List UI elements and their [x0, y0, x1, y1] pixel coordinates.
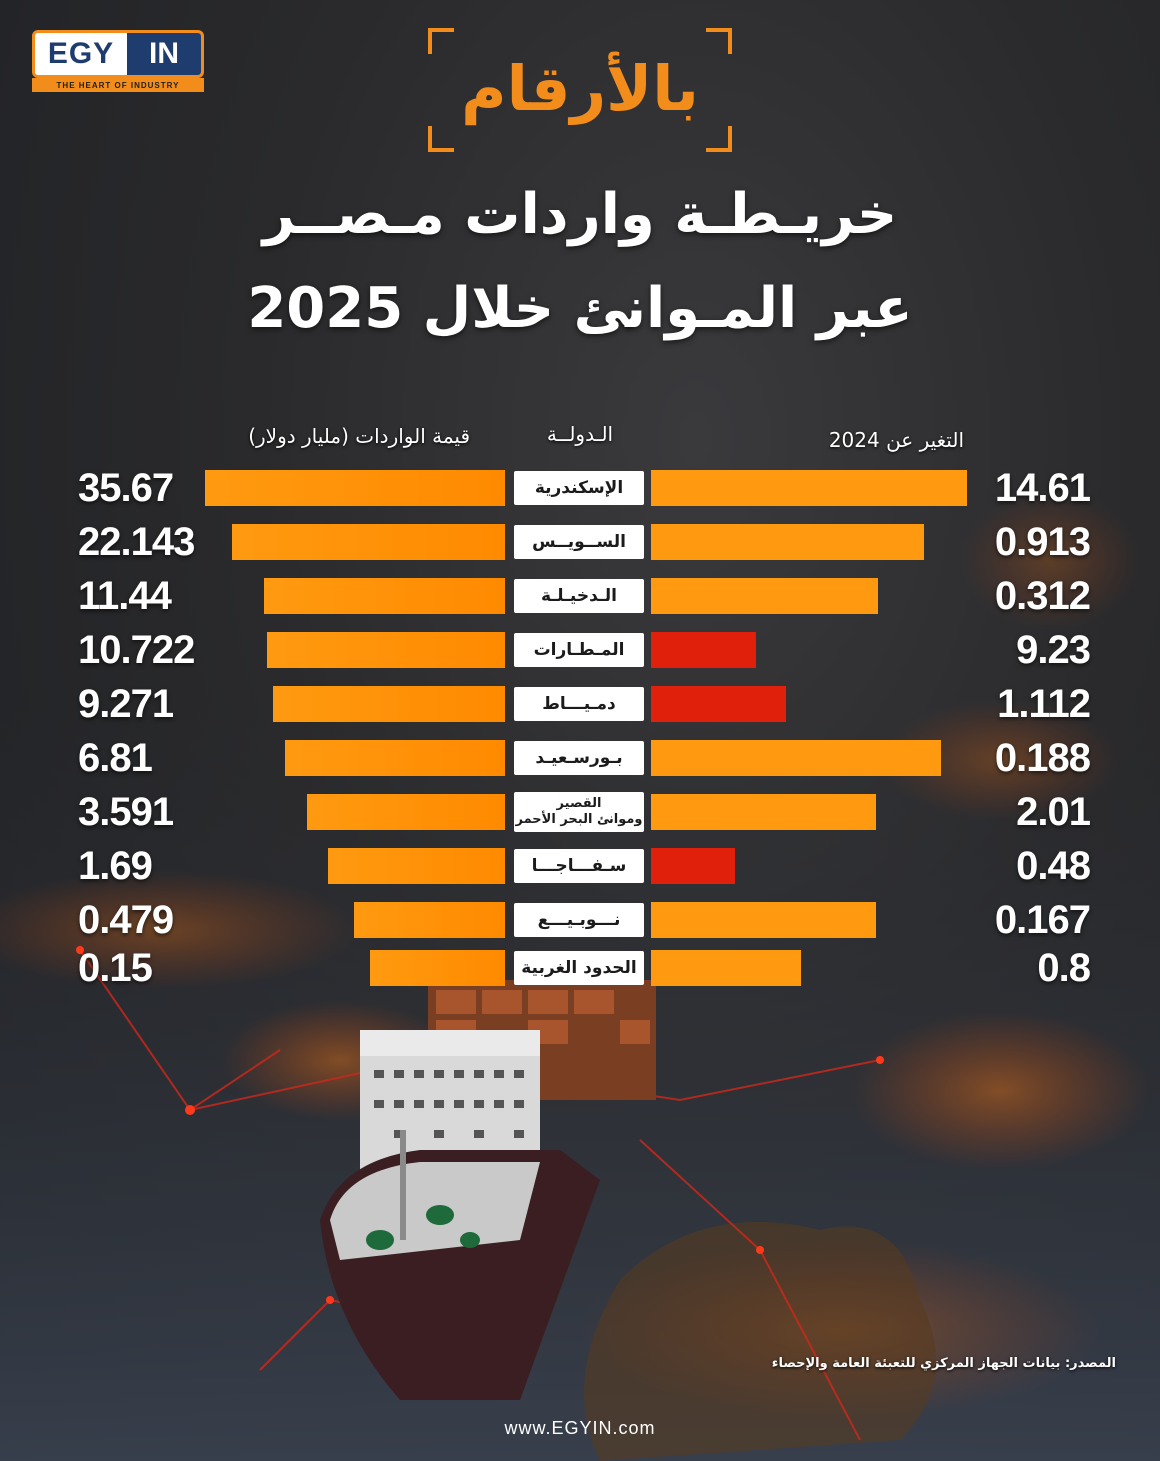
import-value-label: 10.722: [78, 628, 195, 672]
import-bar: [273, 686, 505, 722]
change-bar: [651, 632, 756, 668]
ship-illustration: [320, 980, 656, 1400]
import-bar: [205, 470, 505, 506]
import-bar: [267, 632, 505, 668]
change-bar: [651, 950, 801, 986]
change-bar: [651, 848, 735, 884]
import-bar: [232, 524, 505, 560]
kicker-frame: [428, 28, 732, 152]
import-bar: [353, 902, 505, 938]
change-column-header: التغير عن 2024: [828, 428, 964, 452]
import-value-label: 3.591: [78, 790, 174, 834]
change-bar: [651, 578, 878, 614]
change-value-label: 0.48: [1016, 844, 1091, 888]
source-note: المصدر: بيانات الجهاز المركزي للتعبئة ال…: [771, 1356, 1116, 1371]
port-label: الـدخيـلـة: [514, 579, 644, 613]
change-value-label: 0.167: [994, 898, 1091, 942]
change-value-label: 0.188: [994, 736, 1091, 780]
change-bar: [651, 470, 967, 506]
change-value-label: 14.61: [994, 466, 1091, 510]
port-label: الســويــس: [514, 525, 644, 559]
port-label: سـفـــاجـــا: [514, 849, 644, 883]
import-bar: [327, 848, 505, 884]
website-url[interactable]: www.EGYIN.com: [504, 1418, 656, 1438]
logo-text-in: IN: [127, 33, 201, 75]
change-bar: [651, 524, 924, 560]
page-title-line1: خريـطـة واردات مـصــر: [262, 182, 898, 247]
import-value-label: 11.44: [78, 574, 172, 618]
import-value-label: 9.271: [78, 682, 174, 726]
change-bar: [651, 902, 876, 938]
port-label: نـــوبـيـــع: [514, 903, 644, 937]
port-label: دمـيـــاط: [514, 687, 644, 721]
logo-tagline: THE HEART OF INDUSTRY: [32, 78, 204, 92]
egyin-logo: EGY IN THE HEART OF INDUSTRY: [32, 30, 204, 94]
import-value-label: 0.15: [78, 946, 153, 990]
port-label: القصير وموانئ البحر الأحمر: [514, 792, 644, 832]
logo-text-egy: EGY: [35, 33, 127, 75]
imports-column-header: قيمة الواردات (مليار دولار): [248, 424, 470, 448]
port-label: الإسكندرية: [514, 471, 644, 505]
change-bar: [651, 740, 941, 776]
change-value-label: 9.23: [1016, 628, 1091, 672]
page-title-line2: عبر المـوانئ خلال 2025: [247, 276, 913, 341]
import-bar: [307, 794, 505, 830]
import-value-label: 1.69: [78, 844, 153, 888]
kicker-text: بالأرقام: [461, 52, 699, 125]
change-value-label: 0.913: [994, 520, 1091, 564]
port-label: بـورسـعيـد: [514, 741, 644, 775]
import-bar: [264, 578, 505, 614]
port-label: الحدود الغربية: [514, 951, 644, 985]
import-bar: [370, 950, 505, 986]
import-value-label: 35.67: [78, 466, 174, 510]
change-value-label: 0.8: [1037, 946, 1091, 990]
change-value-label: 2.01: [1016, 790, 1091, 834]
import-bar: [285, 740, 505, 776]
change-value-label: 0.312: [994, 574, 1091, 618]
port-column-header: الـدولــة: [546, 422, 614, 446]
import-value-label: 6.81: [78, 736, 153, 780]
import-value-label: 0.479: [78, 898, 174, 942]
change-bar: [651, 686, 786, 722]
change-bar: [651, 794, 876, 830]
port-label: المـطـارات: [514, 633, 644, 667]
import-value-label: 22.143: [78, 520, 195, 564]
change-value-label: 1.112: [997, 682, 1091, 726]
